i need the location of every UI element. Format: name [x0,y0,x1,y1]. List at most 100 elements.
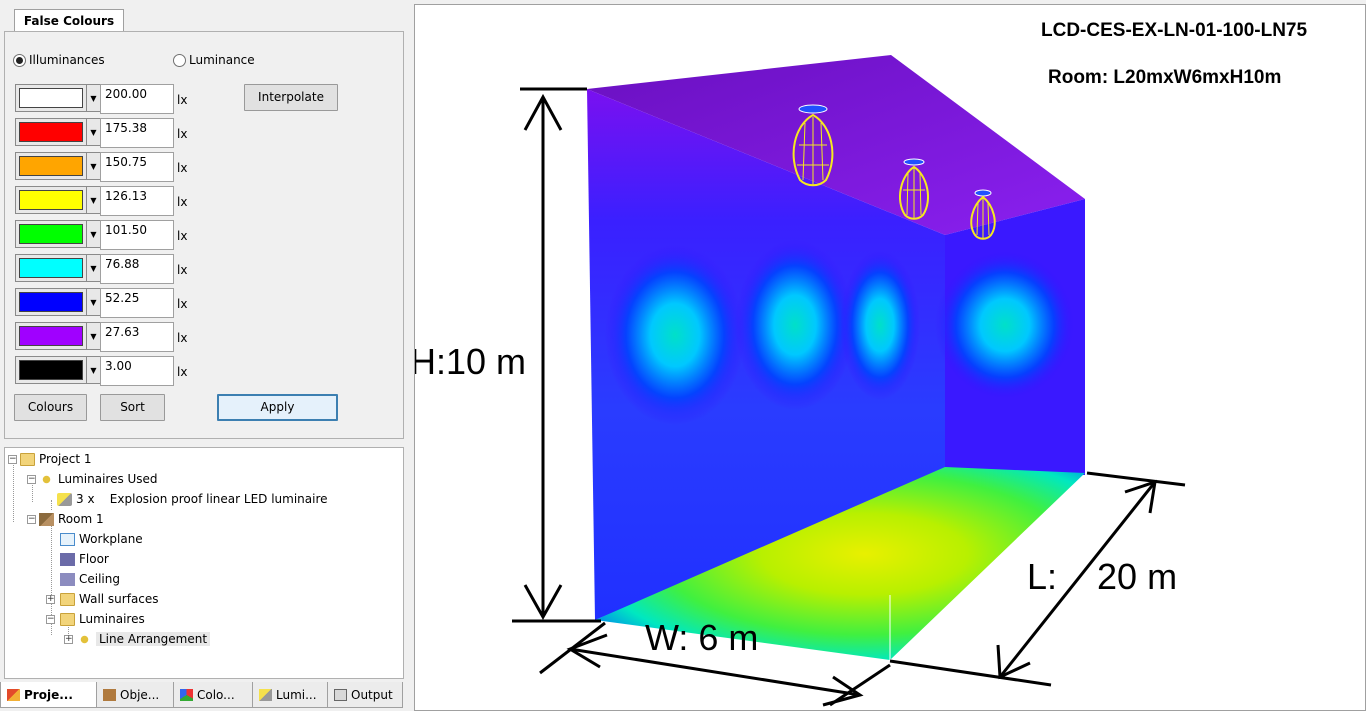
unit-label: lx [177,365,188,379]
illuminances-radio[interactable]: Illuminances [13,53,105,67]
false-colour-row: ▼ 76.88 lx [15,254,205,284]
tab-output[interactable]: Output [327,682,403,708]
expand-line-arrangement-icon[interactable]: + [64,634,73,644]
colour-swatch [19,258,83,278]
tab-colours-label: Colo... [197,687,235,702]
chevron-down-icon[interactable]: ▼ [87,220,101,248]
tree-item-line-arrangement[interactable]: Line Arrangement [77,630,211,648]
colour-swatch [19,292,83,312]
threshold-value-input[interactable]: 200.00 [100,84,174,114]
tab-false-colours[interactable]: False Colours [14,9,124,32]
tab-output-label: Output [351,687,393,702]
luminaires-used-label: Luminaires Used [58,472,158,486]
chevron-down-icon[interactable]: ▼ [87,356,101,384]
collapse-room-icon[interactable]: − [27,514,36,524]
chevron-down-icon[interactable]: ▼ [87,118,101,146]
tree-item-wall-surfaces[interactable]: Wall surfaces [60,590,159,608]
tree-item-luminaires-used[interactable]: Luminaires Used [39,470,158,488]
radio-selected-icon [13,53,26,67]
room-dimensions-title: Room: L20mxW6mxH10m [1048,67,1281,88]
colour-swatch-button[interactable] [15,84,87,112]
collapse-project-icon[interactable]: − [8,454,17,464]
collapse-luminaires-used-icon[interactable]: − [27,474,36,484]
project-tab-icon [7,688,20,701]
colour-swatch-button[interactable] [15,254,87,282]
unit-label: lx [177,297,188,311]
colour-swatch [19,190,83,210]
light-spot [935,250,1075,400]
expand-wall-surfaces-icon[interactable]: + [46,594,55,604]
threshold-value-input[interactable]: 76.88 [100,254,174,284]
sort-button[interactable]: Sort [100,394,165,421]
arrangement-icon [77,632,92,646]
false-colours-panel: False Colours Illuminances Luminance Int… [0,0,406,711]
threshold-value-input[interactable]: 126.13 [100,186,174,216]
line-arrangement-label: Line Arrangement [96,632,211,646]
colour-swatch-button[interactable] [15,220,87,248]
unit-label: lx [177,195,188,209]
printer-icon [334,688,347,701]
folder-icon [20,452,35,466]
apply-button[interactable]: Apply [217,394,338,421]
room-rendering: LCD-CES-EX-LN-01-100-LN75 Room: L20mxW6m… [415,20,1307,707]
room-icon [39,512,54,526]
tree-item-floor[interactable]: Floor [60,550,109,568]
light-spot [840,250,920,400]
false-colour-row: ▼ 200.00 lx [15,84,205,114]
interpolate-button[interactable]: Interpolate [244,84,338,111]
threshold-value-input[interactable]: 175.38 [100,118,174,148]
chevron-down-icon[interactable]: ▼ [87,288,101,316]
colours-button[interactable]: Colours [14,394,87,421]
chevron-down-icon[interactable]: ▼ [87,322,101,350]
floor-icon [60,552,75,566]
luminaire-entry-label: 3 x Explosion proof linear LED luminaire [76,492,328,506]
chevron-down-icon[interactable]: ▼ [87,254,101,282]
false-colour-row: ▼ 150.75 lx [15,152,205,182]
tab-luminaires-label: Lumi... [276,687,317,702]
light-spot [605,245,745,425]
chevron-down-icon[interactable]: ▼ [87,152,101,180]
colour-swatch-button[interactable] [15,118,87,146]
project-tree: − Project 1 − Luminaires Used 3 x Explos… [4,447,404,679]
chevron-down-icon[interactable]: ▼ [87,84,101,112]
threshold-value-input[interactable]: 27.63 [100,322,174,352]
tree-item-room[interactable]: Room 1 [39,510,104,528]
unit-label: lx [177,93,188,107]
width-dimension [539,621,891,707]
threshold-value-input[interactable]: 101.50 [100,220,174,250]
tab-project[interactable]: Proje... [0,682,97,708]
tab-objects[interactable]: Obje... [96,682,174,708]
unit-label: lx [177,127,188,141]
false-colour-row: ▼ 101.50 lx [15,220,205,250]
luminaires-used-icon [39,472,54,486]
tree-item-ceiling[interactable]: Ceiling [60,570,120,588]
luminance-radio[interactable]: Luminance [173,53,255,67]
collapse-luminaires-icon[interactable]: − [46,614,55,624]
unit-label: lx [177,161,188,175]
threshold-value-input[interactable]: 52.25 [100,288,174,318]
tab-project-label: Proje... [24,687,73,702]
threshold-value-input[interactable]: 3.00 [100,356,174,386]
panel-splitter[interactable] [406,0,414,711]
3d-viewport[interactable]: LCD-CES-EX-LN-01-100-LN75 Room: L20mxW6m… [414,4,1366,711]
tree-item-luminaires[interactable]: Luminaires [60,610,145,628]
tab-colours[interactable]: Colo... [173,682,253,708]
colour-swatch-button[interactable] [15,288,87,316]
tree-item-luminaire-entry[interactable]: 3 x Explosion proof linear LED luminaire [57,490,328,508]
unit-label: lx [177,263,188,277]
colour-swatch-button[interactable] [15,356,87,384]
tree-item-workplane[interactable]: Workplane [60,530,143,548]
viewport-title: LCD-CES-EX-LN-01-100-LN75 [1041,20,1307,41]
colours-tab-icon [180,688,193,701]
threshold-value-input[interactable]: 150.75 [100,152,174,182]
width-label: W: 6 m [645,617,758,658]
colour-swatch [19,156,83,176]
colour-swatch-button[interactable] [15,186,87,214]
colour-swatch-button[interactable] [15,152,87,180]
chevron-down-icon[interactable]: ▼ [87,186,101,214]
unit-label: lx [177,331,188,345]
tree-item-project[interactable]: Project 1 [20,450,92,468]
tab-luminaires[interactable]: Lumi... [252,682,328,708]
colour-swatch-button[interactable] [15,322,87,350]
objects-tab-icon [103,688,116,701]
